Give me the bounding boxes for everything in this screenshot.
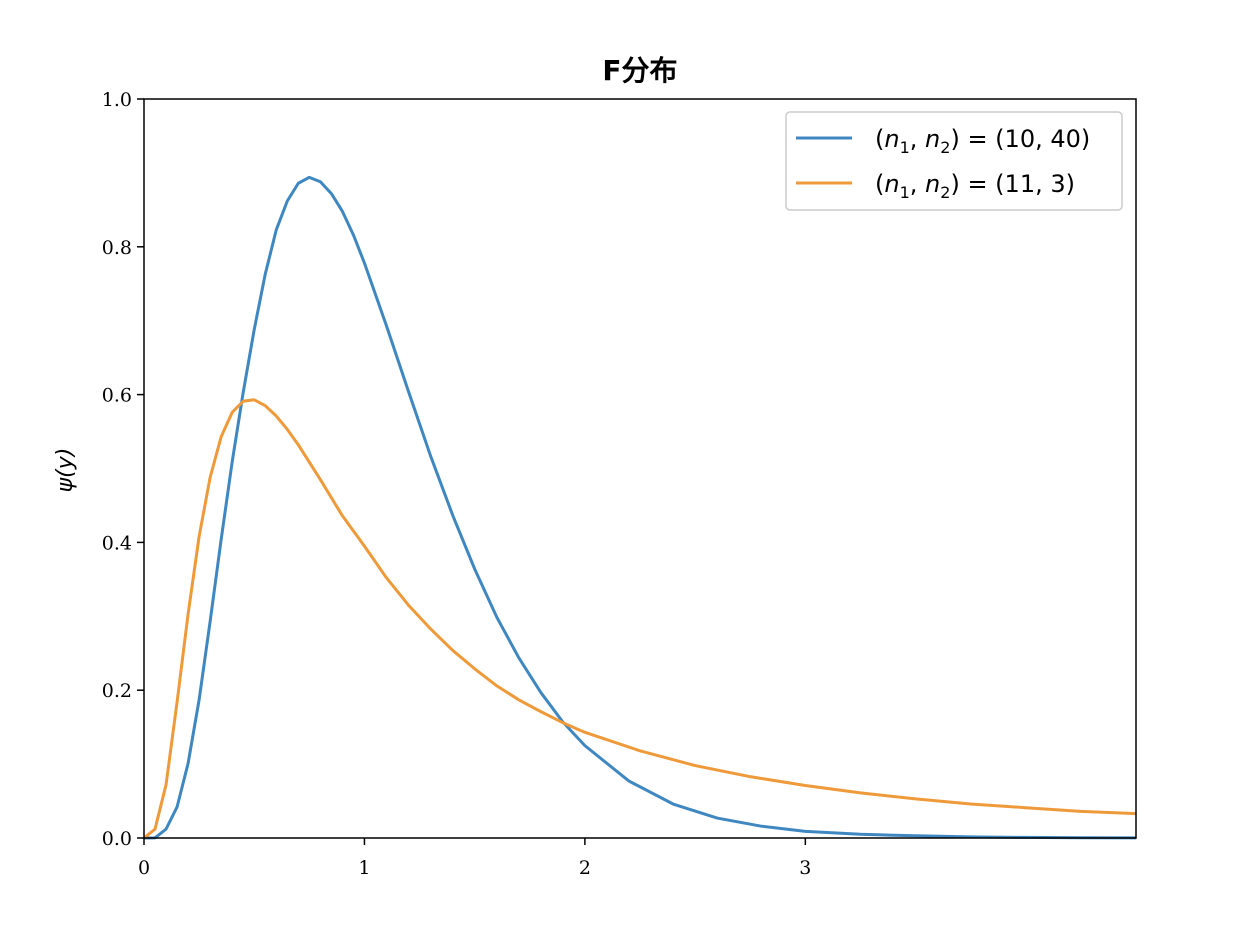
series-line-2 — [143, 398, 1137, 840]
chart-title: F分布 — [602, 54, 677, 87]
y-ticks: 0.0 0.2 0.4 0.6 0.8 1.0 — [102, 89, 144, 850]
legend-label-1: (n1, n2) = (10, 40) — [875, 125, 1090, 157]
y-tick-label: 0.0 — [102, 828, 132, 850]
x-tick-label: 1 — [358, 857, 370, 879]
y-tick-label: 0.8 — [102, 237, 132, 259]
x-tick-label: 2 — [579, 857, 591, 879]
series-layer — [143, 175, 1137, 840]
plot-frame — [143, 98, 1137, 839]
y-axis-label: ψ(y) — [53, 448, 78, 493]
legend: (n1, n2) = (10, 40) (n1, n2) = (11, 3) — [785, 111, 1123, 211]
series-line-1 — [143, 175, 1137, 840]
x-tick-label: 3 — [799, 857, 811, 879]
y-tick-label: 0.6 — [102, 385, 132, 407]
y-tick-label: 0.2 — [102, 680, 132, 702]
y-tick-label: 1.0 — [102, 89, 132, 111]
legend-label-2: (n1, n2) = (11, 3) — [875, 170, 1075, 202]
legend-box — [785, 111, 1123, 211]
x-ticks: 0 1 2 3 — [138, 838, 811, 879]
y-tick-label: 0.4 — [102, 532, 132, 554]
x-tick-label: 0 — [138, 857, 150, 879]
